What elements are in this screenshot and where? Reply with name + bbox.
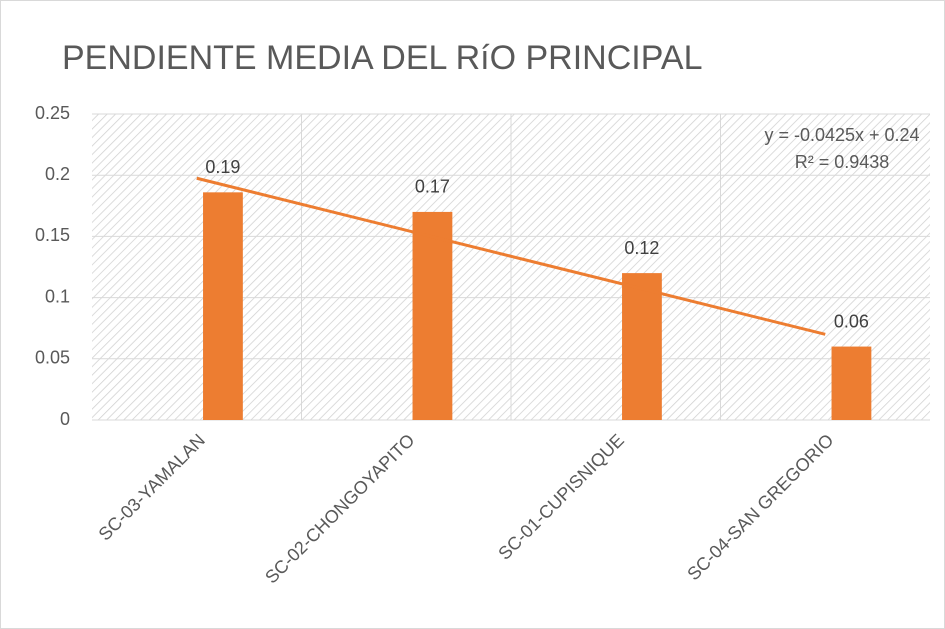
- data-label: 0.19: [205, 157, 240, 177]
- data-label: 0.17: [415, 177, 450, 197]
- trendline-r2: R² = 0.9438: [795, 152, 890, 172]
- bar: [203, 192, 243, 420]
- chart-title: PENDIENTE MEDIA DEL RíO PRINCIPAL: [62, 39, 702, 77]
- data-label: 0.12: [624, 238, 659, 258]
- trendline: [196, 176, 826, 336]
- y-tick-label: 0.25: [35, 103, 70, 123]
- y-tick-label: 0: [60, 409, 70, 429]
- data-label: 0.06: [834, 311, 869, 331]
- y-tick-label: 0.15: [35, 225, 70, 245]
- y-tick-label: 0.2: [45, 164, 70, 184]
- y-tick-label: 0.05: [35, 348, 70, 368]
- bar: [831, 346, 872, 420]
- y-tick-label: 0.1: [45, 286, 70, 306]
- bar: [622, 273, 662, 420]
- trendline-equation: y = -0.0425x + 0.24: [764, 125, 919, 145]
- bar: [412, 211, 453, 420]
